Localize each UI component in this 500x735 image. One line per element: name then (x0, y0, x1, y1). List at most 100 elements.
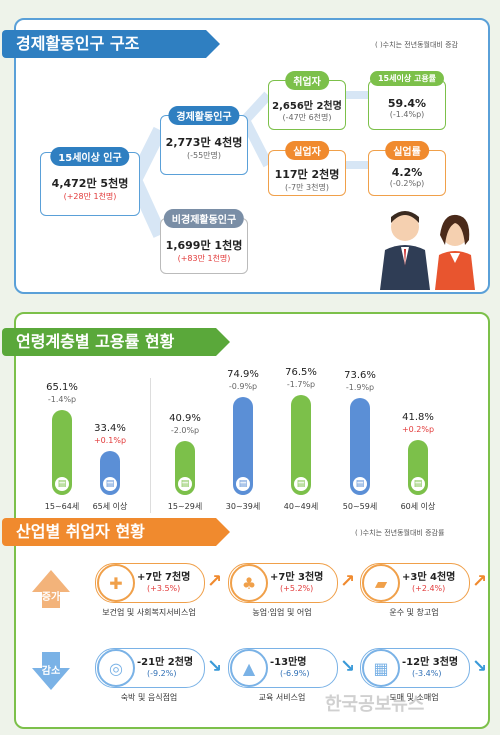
unemployment-rate-change: (-0.2%p) (389, 179, 425, 188)
trend-down-arrow-icon: ↘ (207, 656, 223, 677)
age-bar-name: 15~64세 (44, 502, 80, 511)
age-bar: ▤ (291, 395, 311, 495)
unemployed-value: 117만 2천명 (274, 168, 340, 181)
active-change: (-55만명) (186, 151, 222, 160)
age-bar-change: -1.7%p (286, 380, 316, 389)
industry-name: 숙박 및 음식점업 (120, 693, 178, 702)
shopping-basket-icon: ▦ (362, 649, 400, 687)
unemployed-box: 실업자 117만 2천명 (-7만 3천명) (268, 141, 346, 196)
age-bar-value: 41.8% (402, 412, 434, 423)
industry-change: (-6.9%) (280, 669, 310, 678)
employed-change: (-47만 6천명) (282, 113, 332, 122)
section3-title: 산업별 취업자 현황 (2, 518, 230, 546)
trend-up-arrow-icon: ↗ (340, 571, 356, 592)
industry-name: 도매 및 소매업 (389, 693, 439, 702)
increase-indicator: 증가 (30, 568, 72, 610)
decrease-label: 감소 (41, 666, 61, 677)
age-bar-change: -0.9%p (228, 382, 258, 391)
person-card-icon: ▤ (178, 477, 192, 491)
person-card-icon: ▤ (294, 477, 308, 491)
age-bar-change: -2.0%p (170, 426, 200, 435)
age-bar: ▤ (100, 451, 120, 495)
bar-divider (150, 378, 151, 513)
population15-box: 15세이상 인구 4,472만 5천명 (+28만 1천명) (40, 147, 140, 216)
employed-value: 2,656만 2천명 (272, 101, 342, 112)
inactive-value: 1,699만 1천명 (165, 239, 243, 252)
industry-name: 보건업 및 사회복지서비스업 (102, 608, 196, 617)
age-bar-value: 33.4% (94, 423, 126, 434)
industry-change: (+5.2%) (280, 584, 314, 593)
increase-label: 증가 (41, 592, 61, 603)
graduation-cap-icon: ▲ (230, 649, 268, 687)
employment-rate-change: (-1.4%p) (389, 110, 425, 119)
age-bar-value: 76.5% (285, 367, 317, 378)
industry-change: (+2.4%) (412, 584, 446, 593)
industry-change: (+3.5%) (147, 584, 181, 593)
employment-rate-label: 15세이상 고용률 (369, 71, 445, 86)
dining-icon: ◎ (97, 649, 135, 687)
trend-up-arrow-icon: ↗ (472, 571, 488, 592)
active-value: 2,773만 4천명 (165, 136, 243, 149)
active-label: 경제활동인구 (168, 106, 240, 125)
age-bar-name: 60세 이상 (400, 502, 436, 511)
industry-value: -12만 3천명 (402, 657, 459, 668)
population15-label: 15세이상 인구 (50, 147, 130, 166)
employed-label: 취업자 (285, 71, 329, 90)
age-bar-change: -1.4%p (47, 395, 77, 404)
age-bar-name: 50~59세 (342, 502, 378, 511)
industry-name: 교육 서비스업 (258, 693, 306, 702)
unemployed-label: 실업자 (285, 141, 329, 160)
unemployment-rate-box: 실업률 4.2% (-0.2%p) (368, 141, 446, 196)
employment-rate-box: 15세이상 고용률 59.4% (-1.4%p) (368, 71, 446, 130)
industry-name: 농업·임업 및 어업 (252, 608, 312, 617)
medical-kit-icon: ✚ (97, 564, 135, 602)
age-bar-name: 40~49세 (283, 502, 319, 511)
age-bar: ▤ (175, 441, 195, 495)
age-bar-name: 15~29세 (167, 502, 203, 511)
age-bar-value: 40.9% (169, 413, 201, 424)
section2-title: 연령계층별 고용률 현황 (2, 328, 230, 356)
age-bar-change: -1.9%p (345, 383, 375, 392)
trend-down-arrow-icon: ↘ (340, 656, 356, 677)
person-card-icon: ▤ (55, 477, 69, 491)
unemployed-change: (-7만 3천명) (285, 183, 329, 192)
population15-value: 4,472만 5천명 (51, 177, 129, 190)
age-bar-value: 73.6% (344, 370, 376, 381)
age-bar: ▤ (52, 410, 72, 495)
inactive-label: 비경제활동인구 (163, 209, 245, 228)
section1-note: ( )수치는 전년동월대비 증감 (375, 41, 458, 49)
industry-value: -21만 2천명 (137, 657, 194, 668)
industry-change: (-9.2%) (147, 669, 177, 678)
employed-box: 취업자 2,656만 2천명 (-47만 6천명) (268, 71, 346, 130)
employment-rate-value: 59.4% (387, 97, 427, 110)
age-bar-name: 30~39세 (225, 502, 261, 511)
decrease-indicator: 감소 (30, 650, 72, 692)
age-bar-value: 74.9% (227, 369, 259, 380)
trend-up-arrow-icon: ↗ (207, 571, 223, 592)
age-bar-name: 65세 이상 (92, 502, 128, 511)
person-card-icon: ▤ (236, 477, 250, 491)
unemployment-rate-label: 실업률 (385, 141, 429, 160)
age-bar: ▤ (233, 397, 253, 495)
businesspeople-illustration (380, 211, 475, 290)
unemployment-rate-value: 4.2% (391, 166, 423, 179)
truck-icon: ▰ (362, 564, 400, 602)
industry-name: 운수 및 창고업 (389, 608, 439, 617)
industry-value: +7만 3천명 (270, 572, 324, 583)
section1-title: 경제활동인구 구조 (2, 30, 220, 58)
age-bar-change: +0.2%p (401, 425, 435, 434)
age-bar-change: +0.1%p (93, 436, 127, 445)
person-card-icon: ▤ (103, 477, 117, 491)
section3-note: ( )수치는 전년동월대비 증감률 (355, 529, 445, 537)
inactive-change: (+83만 1천명) (177, 254, 231, 263)
person-card-icon: ▤ (411, 477, 425, 491)
industry-value: +7만 7천명 (137, 572, 191, 583)
age-bar-value: 65.1% (46, 382, 78, 393)
industry-change: (-3.4%) (412, 669, 442, 678)
inactive-population-box: 비경제활동인구 1,699만 1천명 (+83만 1천명) (160, 209, 248, 274)
industry-value: -13만명 (270, 657, 307, 668)
person-card-icon: ▤ (353, 477, 367, 491)
active-population-box: 경제활동인구 2,773만 4천명 (-55만명) (160, 106, 248, 175)
age-bar: ▤ (408, 440, 428, 495)
population15-change: (+28만 1천명) (63, 192, 117, 201)
